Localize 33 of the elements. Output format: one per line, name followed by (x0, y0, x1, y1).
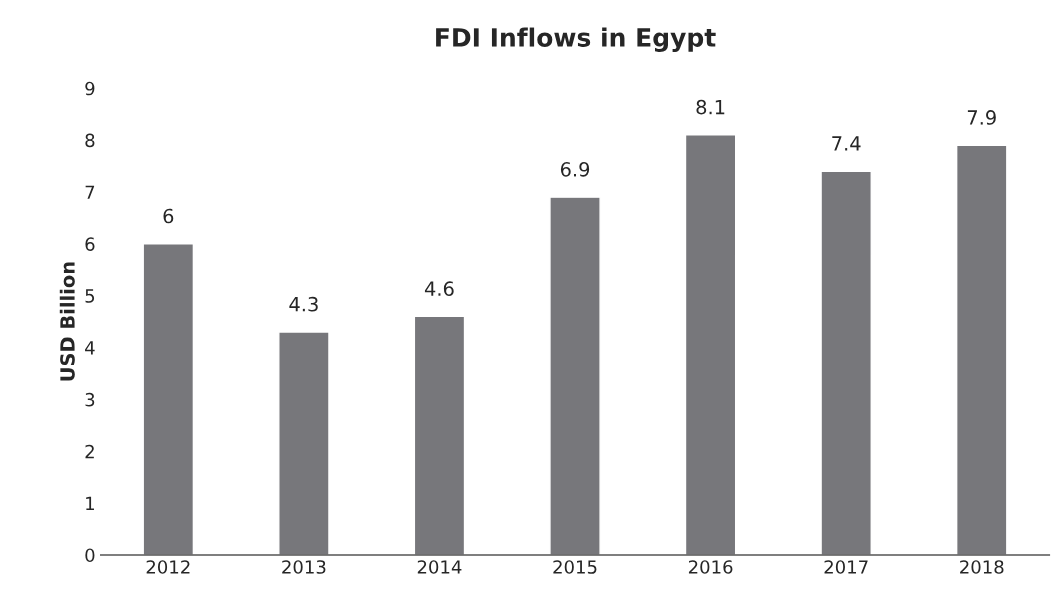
data-label: 6 (163, 208, 174, 224)
data-label: 7.9 (967, 110, 996, 125)
x-tick-label: 2012 (146, 560, 190, 574)
y-tick-label: 1 (86, 496, 94, 510)
y-tick-label: 3 (85, 392, 95, 407)
y-tick-label: 2 (85, 444, 94, 459)
bar (278, 331, 330, 555)
data-label: 4.3 (289, 296, 318, 312)
x-tick-label: 2018 (960, 560, 1004, 574)
y-tick-label: 0 (85, 548, 95, 563)
bar (684, 134, 737, 555)
x-tick-label: 2017 (824, 560, 868, 574)
bar (820, 170, 872, 555)
y-tick-label: 8 (85, 133, 95, 148)
x-tick-label: 2015 (553, 560, 597, 574)
x-tick-label: 2016 (688, 560, 733, 574)
data-label: 8.1 (696, 99, 725, 115)
bar (549, 196, 601, 555)
chart-title: FDI Inflows in Egypt (436, 27, 716, 52)
y-axis-title: USD Billion (59, 262, 75, 381)
y-tick-label: 9 (85, 81, 95, 96)
data-label: 6.9 (560, 161, 590, 177)
x-tick-label: 2014 (417, 560, 462, 574)
y-tick-label: 4 (85, 341, 95, 355)
x-tick-label: 2013 (282, 560, 326, 574)
y-tick-label: 7 (85, 185, 95, 199)
bar (142, 243, 195, 555)
bar (413, 315, 466, 555)
bar (955, 144, 1008, 555)
data-label: 4.6 (424, 281, 454, 296)
y-tick-label: 5 (85, 289, 95, 303)
data-label: 7.4 (832, 136, 861, 151)
y-tick-label: 6 (85, 237, 95, 251)
